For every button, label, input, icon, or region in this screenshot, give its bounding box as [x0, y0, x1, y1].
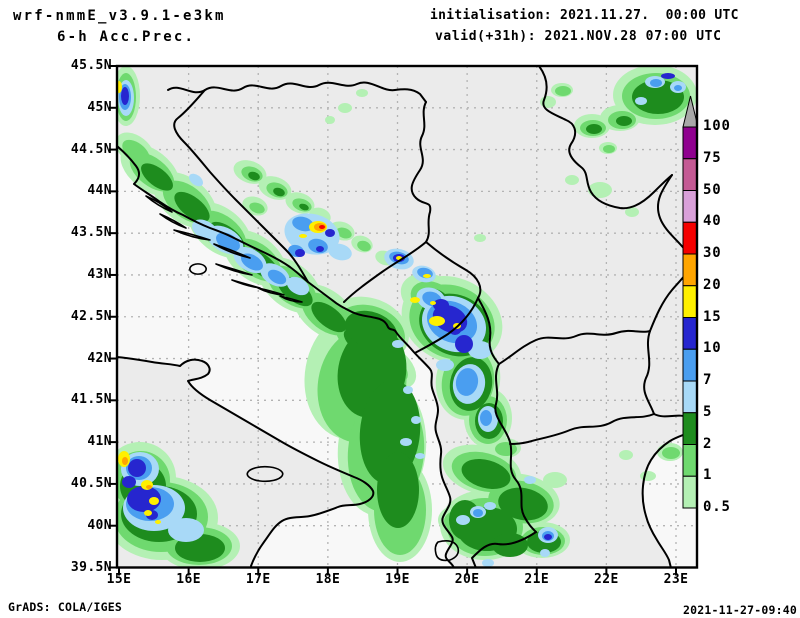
border-bulgaria-macedonia [643, 330, 655, 415]
lon-tick-label: 15E [106, 572, 132, 587]
lat-tick-label: 45N [87, 99, 112, 115]
legend-segment [682, 221, 697, 255]
legend-value-label: 100 [703, 118, 731, 134]
lat-tick-label: 39.5N [70, 559, 112, 575]
border-albania-greece [471, 531, 537, 568]
model-title: wrf-nmmE_v3.9.1-e3km [13, 8, 226, 24]
border-kosovo-albania [477, 297, 500, 365]
lon-tick-label: 18E [315, 572, 341, 587]
legend-segment [682, 253, 697, 287]
coastline-adriatic-east [117, 145, 455, 568]
legend-segment [682, 444, 697, 477]
lat-tick-label: 41.5N [70, 392, 112, 408]
legend-segment [682, 348, 697, 382]
lon-tick-label: 23E [663, 572, 689, 587]
legend-value-label: 1 [703, 467, 713, 484]
border-drina [410, 101, 432, 243]
border-bosnia-west [173, 89, 309, 283]
border-macedonia-north [498, 329, 651, 365]
lon-tick-label: 19E [385, 572, 410, 587]
legend-segment [682, 317, 697, 350]
precip-level-10mm [121, 73, 675, 540]
border-albania-east [494, 363, 537, 533]
border-montenegro-albania [414, 297, 479, 354]
lon-tick-label: 22E [594, 572, 619, 587]
coastline-aegean [641, 428, 697, 568]
border-north-sava [167, 81, 427, 103]
adriatic-islands [145, 195, 460, 562]
legend-segment [682, 285, 697, 318]
legend-value-label: 50 [703, 181, 722, 198]
legend-colorbar [682, 95, 697, 509]
lat-tick-label: 41N [87, 434, 112, 450]
coastline-italy [117, 356, 375, 567]
lat-tick-label: 45.5N [70, 58, 112, 73]
creation-timestamp: 2021-11-27-09:40 [683, 603, 797, 617]
legend-segment [682, 190, 697, 223]
border-serbia-montenegro [425, 241, 482, 299]
legend-segment [682, 158, 697, 191]
lon-tick-label: 16E [176, 572, 201, 587]
lon-tick-label: 20E [454, 572, 480, 587]
border-macedonia-greece [509, 413, 655, 445]
lat-tick-label: 40N [87, 517, 112, 533]
legend-value-label: 7 [703, 372, 713, 388]
legend-value-label: 2 [703, 435, 713, 452]
precip-level-30mm [319, 225, 325, 229]
legend-segment [682, 412, 697, 445]
lon-tick-label: 21E [524, 572, 550, 587]
legend-value-label: 5 [703, 403, 713, 420]
lat-tick-label: 43.5N [70, 225, 112, 241]
initialisation-time: initialisation: 2021.11.27. 00:00 UTC [430, 8, 739, 23]
legend-segment [682, 380, 697, 414]
legend-value-label: 75 [703, 149, 722, 166]
legend-value-label: 15 [703, 308, 722, 325]
lat-tick-label: 40.5N [70, 475, 112, 491]
legend-value-label: 10 [703, 340, 722, 357]
lat-tick-label: 43N [87, 266, 112, 282]
product-title: 6-h Acc.Prec. [57, 29, 196, 45]
lat-tick-label: 44.5N [70, 141, 112, 157]
border-serbia-romania-danube [538, 66, 673, 210]
valid-time: valid(+31h): 2021.NOV.28 07:00 UTC [435, 29, 722, 44]
lat-tick-label: 44N [87, 183, 112, 199]
lat-tick-label: 42N [87, 350, 112, 366]
grads-credit: GrADS: COLA/IGES [8, 600, 122, 614]
legend-value-label: 0.5 [703, 499, 731, 515]
axis-tick-marks [109, 65, 677, 576]
legend-value-label: 30 [703, 245, 722, 261]
border-bosnia-montenegro [343, 241, 427, 303]
lon-tick-label: 17E [245, 572, 271, 587]
lat-tick-label: 42.5N [70, 308, 112, 324]
legend-value-label: 20 [703, 276, 722, 293]
legend-value-label: 40 [703, 213, 722, 230]
legend-segment [682, 126, 697, 160]
legend-segment [682, 475, 697, 509]
